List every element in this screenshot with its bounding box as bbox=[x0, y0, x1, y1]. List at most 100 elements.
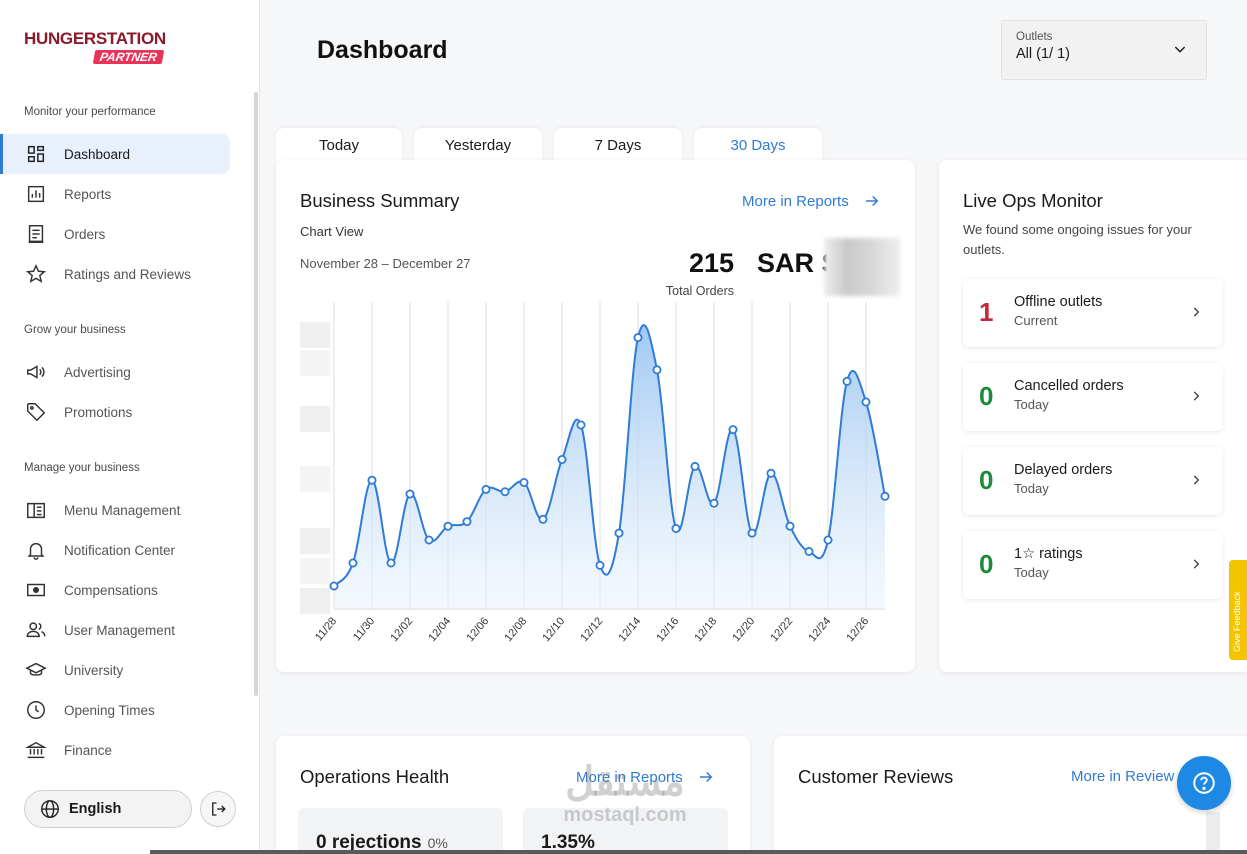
y-axis-tick-placeholder bbox=[300, 588, 330, 614]
sidebar-item-dashboard[interactable]: Dashboard bbox=[0, 134, 230, 174]
tab-today[interactable]: Today bbox=[276, 128, 402, 162]
star-icon bbox=[24, 262, 48, 286]
chevron-right-icon bbox=[1193, 559, 1200, 569]
live-ops-subtitle: We found some ongoing issues for your ou… bbox=[963, 222, 1192, 257]
sidebar-item-label: Notification Center bbox=[64, 542, 176, 558]
chart-point bbox=[386, 558, 396, 568]
chart-point bbox=[481, 484, 491, 494]
total-orders-value: 215 bbox=[688, 248, 734, 278]
menu-book-icon bbox=[24, 498, 48, 522]
sidebar-item-finance[interactable]: Finance bbox=[0, 730, 230, 770]
sidebar-item-promotions[interactable]: Promotions bbox=[0, 392, 230, 432]
chart-point bbox=[348, 558, 358, 568]
chart-point bbox=[500, 487, 510, 497]
more-in-reports-link[interactable]: More in Reports bbox=[742, 192, 881, 210]
x-tick-label: 12/12 bbox=[578, 615, 605, 644]
give-feedback-label: Give Feedback bbox=[1232, 591, 1242, 652]
rejections-count: 0 rejections bbox=[316, 832, 422, 853]
chart-point bbox=[861, 397, 871, 407]
sidebar-item-label: Reports bbox=[64, 186, 112, 202]
tab-yesterday[interactable]: Yesterday bbox=[414, 128, 542, 162]
second-metric-tile[interactable]: 1.35% bbox=[523, 808, 728, 854]
revenue-value: SAR S bbox=[757, 248, 827, 278]
sidebar-item-user-management[interactable]: User Management bbox=[0, 610, 230, 650]
chart-point bbox=[576, 420, 586, 430]
ops-subtitle: Current bbox=[1014, 313, 1058, 328]
graduation-cap-icon bbox=[24, 658, 48, 682]
x-tick-label: 12/20 bbox=[730, 615, 757, 644]
ops-title: 1☆ ratings bbox=[1014, 546, 1083, 562]
operations-more-in-reports-link[interactable]: More in Reports bbox=[576, 768, 715, 786]
sidebar-item-ratings[interactable]: Ratings and Reviews bbox=[0, 254, 230, 294]
ops-subtitle: Today bbox=[1014, 565, 1049, 580]
brand-badge: PARTNER bbox=[92, 50, 165, 64]
sidebar-item-compensations[interactable]: Compensations bbox=[0, 570, 230, 610]
ops-item-one-star-ratings[interactable]: 0 1☆ ratings Today bbox=[963, 531, 1223, 599]
sidebar-item-menu-management[interactable]: Menu Management bbox=[0, 490, 230, 530]
logout-button[interactable] bbox=[200, 791, 236, 827]
chart-point bbox=[614, 528, 624, 538]
customer-reviews-title: Customer Reviews bbox=[798, 766, 954, 787]
x-tick-label: 12/04 bbox=[426, 615, 453, 644]
bank-icon bbox=[24, 738, 48, 762]
operations-health-title: Operations Health bbox=[300, 766, 450, 787]
reviews-scrollbar[interactable] bbox=[1206, 812, 1220, 854]
y-axis-tick-placeholder bbox=[300, 466, 330, 492]
chart-point bbox=[367, 475, 377, 485]
x-tick-label: 12/24 bbox=[806, 615, 833, 644]
outlets-dropdown[interactable]: Outlets All (1/ 1) bbox=[1001, 20, 1207, 80]
chart-point bbox=[785, 521, 795, 531]
sidebar-item-label: Compensations bbox=[64, 582, 158, 598]
chart-view-toggle[interactable]: Chart View bbox=[300, 224, 364, 239]
help-button[interactable] bbox=[1177, 756, 1231, 810]
ops-count: 0 bbox=[979, 465, 994, 495]
chart-point bbox=[766, 468, 776, 478]
tab-7-days[interactable]: 7 Days bbox=[554, 128, 682, 162]
tab-30-days[interactable]: 30 Days bbox=[694, 128, 822, 162]
brand-logo[interactable]: HUNGERSTATION PARTNER bbox=[24, 30, 166, 66]
chevron-right-icon bbox=[1193, 391, 1200, 401]
logout-icon bbox=[212, 802, 226, 816]
chart-point bbox=[633, 333, 643, 343]
sidebar-item-label: User Management bbox=[64, 622, 176, 638]
x-tick-label: 11/28 bbox=[313, 615, 339, 643]
sidebar-item-reports[interactable]: Reports bbox=[0, 174, 230, 214]
y-axis-tick-placeholder bbox=[300, 350, 330, 376]
chevron-right-icon bbox=[1193, 475, 1200, 485]
sidebar-item-advertising[interactable]: Advertising bbox=[0, 352, 230, 392]
users-icon bbox=[24, 618, 48, 642]
business-summary-title: Business Summary bbox=[300, 190, 460, 211]
rejections-tile[interactable]: 0 rejections 0% bbox=[298, 808, 503, 854]
ops-count: 1 bbox=[979, 297, 994, 327]
chart-point bbox=[823, 535, 833, 545]
sidebar-item-opening-times[interactable]: Opening Times bbox=[0, 690, 230, 730]
live-ops-title: Live Ops Monitor bbox=[963, 190, 1103, 211]
chart-point bbox=[443, 521, 453, 531]
x-tick-label: 11/30 bbox=[351, 615, 377, 643]
more-in-reviews-label: More in Review bbox=[1071, 768, 1175, 785]
chevron-right-icon bbox=[1193, 307, 1200, 317]
language-selector[interactable]: English bbox=[24, 790, 192, 828]
more-in-reviews-link[interactable]: More in Review bbox=[1071, 768, 1174, 785]
ops-item-delayed-orders[interactable]: 0 Delayed orders Today bbox=[963, 447, 1223, 515]
sidebar-item-university[interactable]: University bbox=[0, 650, 230, 690]
live-ops-card: Live Ops Monitor We found some ongoing i… bbox=[939, 160, 1247, 672]
sidebar-scrollbar[interactable] bbox=[254, 92, 258, 696]
ops-subtitle: Today bbox=[1014, 397, 1049, 412]
give-feedback-tab[interactable]: Give Feedback bbox=[1229, 560, 1247, 660]
chart-point bbox=[557, 454, 567, 464]
ops-item-cancelled-orders[interactable]: 0 Cancelled orders Today bbox=[963, 363, 1223, 431]
outlets-label: Outlets bbox=[1016, 31, 1053, 43]
x-tick-label: 12/26 bbox=[844, 615, 871, 644]
sidebar-item-notification-center[interactable]: Notification Center bbox=[0, 530, 230, 570]
ops-item-offline-outlets[interactable]: 1 Offline outlets Current bbox=[963, 279, 1223, 347]
sidebar-item-label: Menu Management bbox=[64, 502, 181, 518]
sidebar-item-label: Ratings and Reviews bbox=[64, 266, 191, 282]
ops-title: Delayed orders bbox=[1014, 462, 1113, 478]
sidebar-item-label: Dashboard bbox=[64, 146, 131, 162]
sidebar-item-orders[interactable]: Orders bbox=[0, 214, 230, 254]
orders-icon bbox=[24, 222, 48, 246]
chart-point bbox=[671, 523, 681, 533]
y-axis-tick-placeholder bbox=[300, 558, 330, 584]
section-title-manage: Manage your business bbox=[24, 462, 140, 474]
